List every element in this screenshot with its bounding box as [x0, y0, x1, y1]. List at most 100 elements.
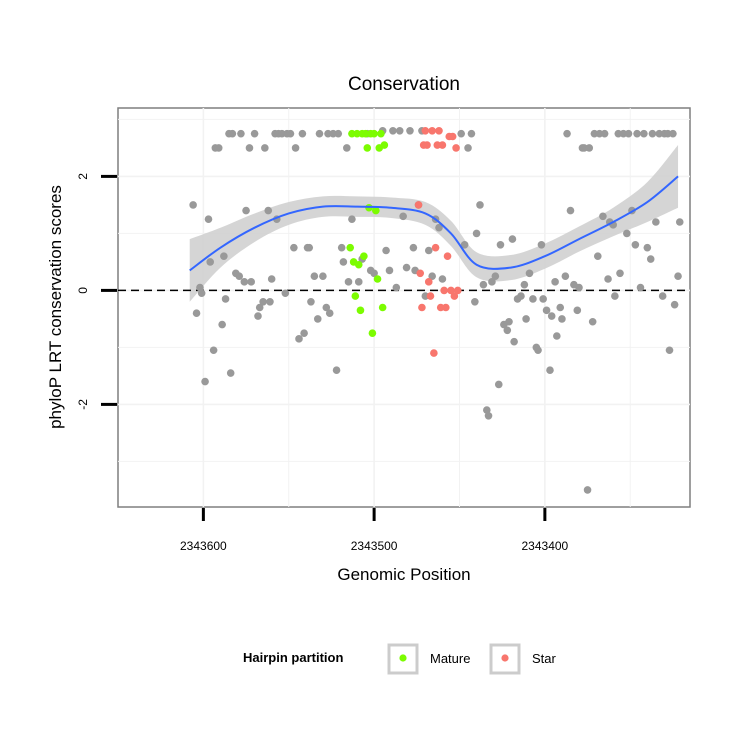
other-point — [623, 229, 631, 238]
other-point — [305, 243, 314, 252]
star-point — [452, 144, 460, 152]
legend-label-mature: Mature — [430, 651, 470, 666]
other-point — [343, 144, 351, 152]
star-point — [426, 292, 435, 300]
y-axis-title: phyloP LRT conservation scores — [46, 185, 65, 429]
other-point — [460, 241, 469, 249]
star-point — [423, 141, 431, 149]
other-point — [467, 129, 476, 138]
legend: Hairpin partition Mature Star — [243, 643, 557, 675]
x-tick-label: 2343600 — [180, 539, 227, 553]
other-point — [385, 266, 394, 275]
other-point — [334, 129, 343, 138]
confidence-band — [189, 145, 679, 302]
other-point — [221, 295, 230, 303]
other-point — [435, 223, 443, 232]
chart-title: Conservation — [348, 74, 460, 95]
confidence-band-area — [189, 145, 679, 302]
other-point — [242, 206, 250, 215]
other-point — [566, 206, 575, 215]
star-point — [416, 269, 425, 278]
other-point — [471, 298, 479, 306]
other-point — [640, 129, 648, 138]
other-point — [402, 263, 411, 272]
other-point — [539, 295, 547, 303]
other-point — [520, 280, 529, 289]
other-point — [228, 129, 237, 138]
other-point — [313, 315, 322, 323]
x-tick-label: 2343500 — [351, 539, 398, 553]
other-point — [457, 129, 466, 138]
other-point — [424, 246, 433, 255]
x-axis-title: Genomic Position — [337, 565, 470, 584]
other-point — [648, 129, 657, 138]
star-point — [428, 127, 436, 135]
other-point — [616, 269, 624, 278]
other-point — [484, 412, 493, 420]
x-tick-label: 2343400 — [522, 539, 569, 553]
star-point — [435, 127, 443, 135]
other-point — [192, 309, 201, 318]
other-point — [670, 300, 679, 309]
legend-swatch-mature — [399, 654, 407, 662]
other-point — [472, 229, 481, 238]
other-point — [315, 129, 324, 138]
other-point — [322, 303, 331, 312]
other-point — [546, 366, 554, 375]
star-point — [440, 286, 448, 295]
mature-point — [360, 252, 368, 260]
other-point — [505, 317, 513, 326]
other-point — [197, 289, 206, 298]
other-point — [652, 218, 660, 226]
other-point — [599, 212, 607, 221]
other-point — [255, 303, 264, 312]
other-point — [290, 243, 298, 252]
other-point — [226, 369, 235, 377]
other-point — [307, 298, 315, 306]
mature-point — [346, 243, 355, 252]
other-point — [503, 326, 512, 335]
other-point — [399, 212, 407, 221]
other-point — [674, 272, 682, 280]
other-point — [476, 201, 484, 209]
other-point — [593, 252, 602, 260]
star-point — [448, 132, 457, 141]
axes: 2343600 2343500 2343400 -2 0 2 — [76, 173, 569, 553]
other-point — [643, 243, 652, 252]
other-point — [573, 306, 582, 315]
other-point — [556, 303, 565, 312]
other-point — [295, 335, 303, 343]
other-point — [254, 312, 262, 320]
other-point — [646, 255, 655, 263]
other-point — [542, 306, 551, 315]
other-point — [406, 127, 414, 135]
other-point — [428, 272, 436, 280]
smooth-curve — [189, 175, 679, 272]
mature-point — [378, 303, 387, 312]
y-tick-label: -2 — [76, 399, 90, 410]
mature-point — [372, 206, 380, 215]
other-point — [483, 406, 491, 414]
other-point — [611, 292, 619, 300]
mature-point — [354, 260, 363, 269]
other-point — [266, 298, 274, 306]
other-point — [583, 486, 592, 494]
other-point — [235, 272, 244, 280]
star-point — [443, 252, 452, 260]
other-point — [488, 278, 496, 286]
other-point — [267, 275, 276, 283]
other-point — [525, 269, 534, 278]
other-point — [636, 283, 645, 292]
other-point — [261, 144, 269, 152]
other-point — [325, 309, 334, 318]
other-point — [206, 258, 215, 266]
mature-point — [368, 329, 377, 337]
other-point — [201, 377, 209, 386]
other-point — [491, 272, 500, 280]
mature-point — [370, 129, 378, 138]
other-point — [669, 129, 677, 138]
other-point — [339, 258, 348, 266]
other-point — [392, 283, 401, 292]
other-point — [551, 278, 559, 286]
other-point — [245, 144, 254, 152]
